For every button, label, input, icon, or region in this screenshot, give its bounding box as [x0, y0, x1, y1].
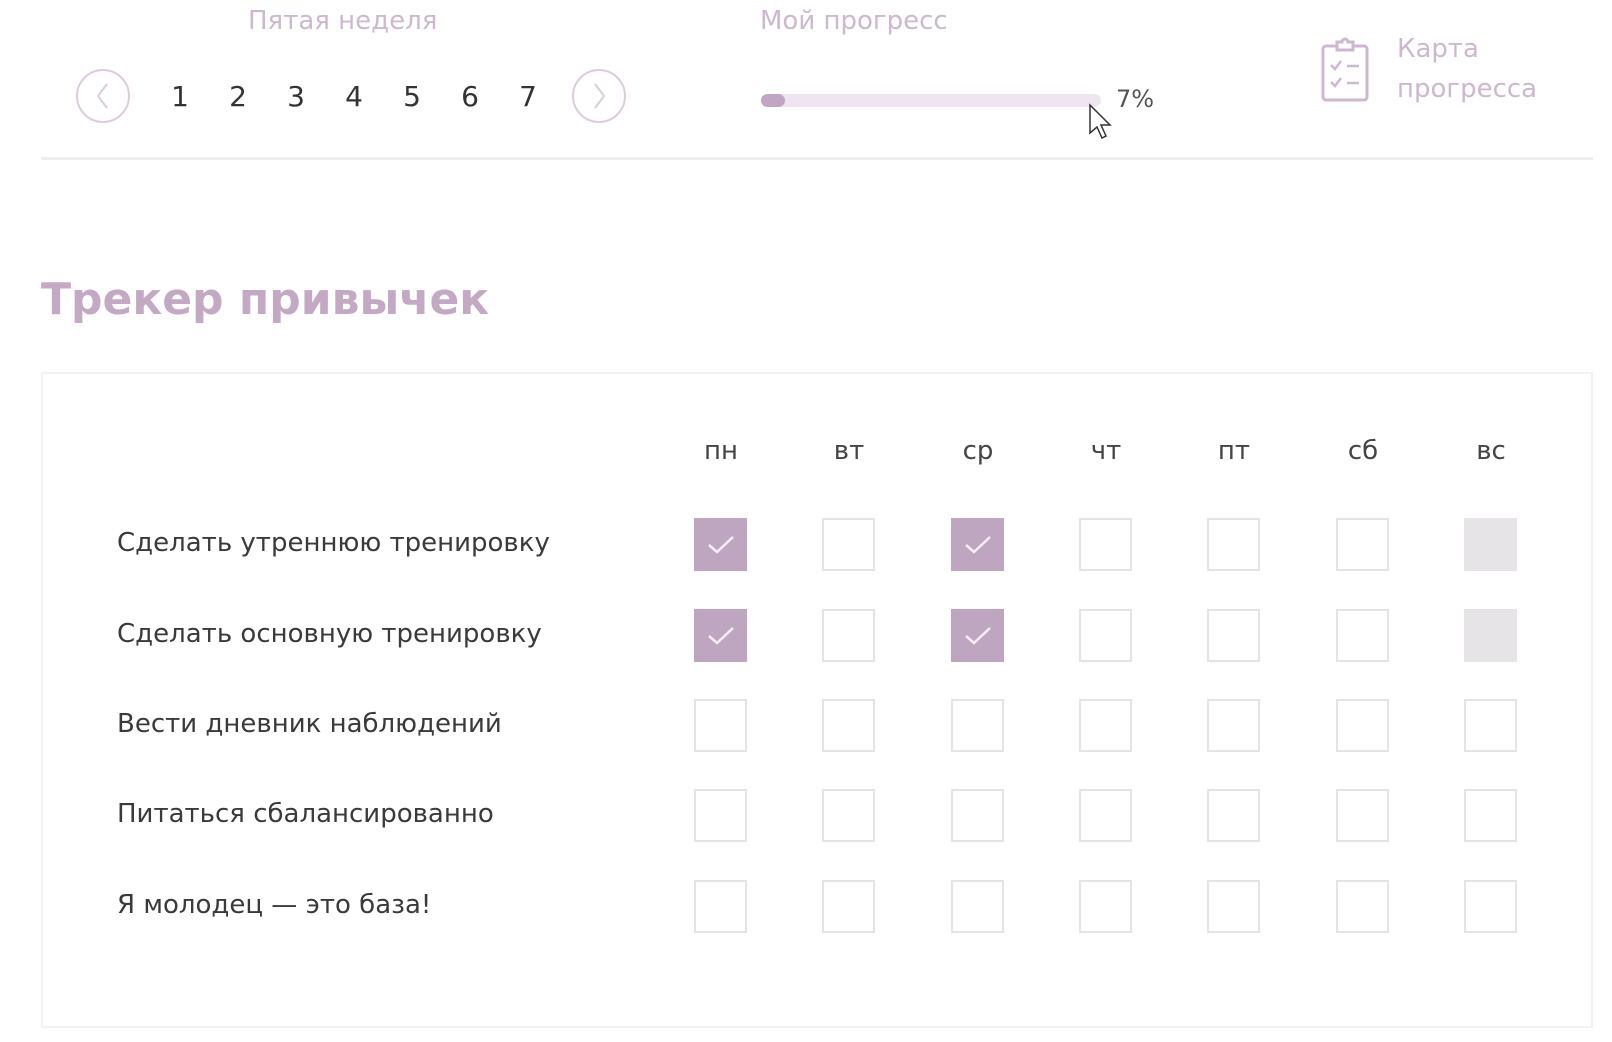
habit-checkbox — [1464, 609, 1517, 662]
week-day-3[interactable]: 3 — [287, 80, 305, 113]
habit-checkbox[interactable] — [822, 518, 875, 571]
habit-checkbox[interactable] — [1207, 518, 1260, 571]
habit-checkbox[interactable] — [1336, 609, 1389, 662]
habit-label: Сделать основную тренировку — [117, 619, 542, 649]
habit-checkbox[interactable] — [951, 518, 1004, 571]
day-header-5: сб — [1347, 436, 1379, 466]
habit-label: Я молодец — это база! — [117, 890, 432, 920]
progress-map-label-line2: прогресса — [1397, 74, 1538, 104]
day-header-3: чт — [1090, 436, 1122, 466]
prev-week-button[interactable] — [76, 69, 130, 123]
habit-checkbox[interactable] — [694, 518, 747, 571]
habit-checkbox[interactable] — [1207, 789, 1260, 842]
habit-checkbox[interactable] — [1079, 699, 1132, 752]
habit-tracker-card — [41, 372, 1593, 1028]
chevron-left-icon — [96, 83, 108, 109]
habit-checkbox[interactable] — [951, 880, 1004, 933]
habit-label: Вести дневник наблюдений — [117, 709, 502, 739]
habit-checkbox[interactable] — [1464, 699, 1517, 752]
habit-checkbox[interactable] — [822, 699, 875, 752]
chevron-right-icon — [594, 83, 606, 109]
day-header-2: ср — [962, 436, 994, 466]
habit-label: Сделать утреннюю тренировку — [117, 528, 550, 558]
habit-checkbox[interactable] — [1336, 699, 1389, 752]
habit-checkbox[interactable] — [1079, 609, 1132, 662]
habit-checkbox[interactable] — [1207, 880, 1260, 933]
week-day-4[interactable]: 4 — [345, 80, 363, 113]
next-week-button[interactable] — [572, 69, 626, 123]
habit-checkbox[interactable] — [1336, 518, 1389, 571]
habit-checkbox[interactable] — [1207, 699, 1260, 752]
clipboard-checklist-icon[interactable] — [1320, 37, 1370, 103]
week-day-5[interactable]: 5 — [403, 80, 421, 113]
progress-map-link[interactable]: Карта прогресса — [1397, 29, 1537, 109]
habit-checkbox[interactable] — [1464, 880, 1517, 933]
habit-checkbox[interactable] — [951, 609, 1004, 662]
week-title: Пятая неделя — [248, 6, 438, 36]
progress-fill — [761, 94, 785, 107]
habit-checkbox[interactable] — [694, 609, 747, 662]
habit-checkbox[interactable] — [951, 699, 1004, 752]
habit-checkbox[interactable] — [1079, 789, 1132, 842]
divider — [41, 157, 1593, 160]
day-header-6: вс — [1476, 436, 1506, 466]
habit-checkbox[interactable] — [694, 699, 747, 752]
habit-checkbox[interactable] — [1464, 789, 1517, 842]
habit-checkbox — [1464, 518, 1517, 571]
progress-title: Мой прогресс — [760, 6, 948, 36]
habit-label: Питаться сбалансированно — [117, 799, 494, 829]
check-icon — [707, 626, 734, 645]
progress-bar — [761, 94, 1101, 107]
tracker-title: Трекер привычек — [41, 274, 490, 325]
habit-checkbox[interactable] — [822, 789, 875, 842]
habit-checkbox[interactable] — [1079, 880, 1132, 933]
habit-checkbox[interactable] — [1336, 789, 1389, 842]
progress-value: 7% — [1116, 85, 1155, 113]
habit-checkbox[interactable] — [822, 880, 875, 933]
check-icon — [964, 535, 991, 554]
habit-checkbox[interactable] — [694, 789, 747, 842]
check-icon — [707, 535, 734, 554]
day-header-0: пн — [704, 436, 738, 466]
mouse-cursor-icon — [1089, 103, 1112, 140]
habit-checkbox[interactable] — [1079, 518, 1132, 571]
habit-checkbox[interactable] — [822, 609, 875, 662]
habit-checkbox[interactable] — [1336, 880, 1389, 933]
progress-map-label-line1: Карта — [1397, 34, 1479, 64]
week-day-7[interactable]: 7 — [519, 80, 537, 113]
day-header-1: вт — [833, 436, 865, 466]
week-day-1[interactable]: 1 — [171, 80, 189, 113]
habit-checkbox[interactable] — [694, 880, 747, 933]
week-day-2[interactable]: 2 — [229, 80, 247, 113]
week-day-6[interactable]: 6 — [461, 80, 479, 113]
habit-checkbox[interactable] — [1207, 609, 1260, 662]
check-icon — [964, 626, 991, 645]
day-header-4: пт — [1217, 436, 1251, 466]
habit-checkbox[interactable] — [951, 789, 1004, 842]
